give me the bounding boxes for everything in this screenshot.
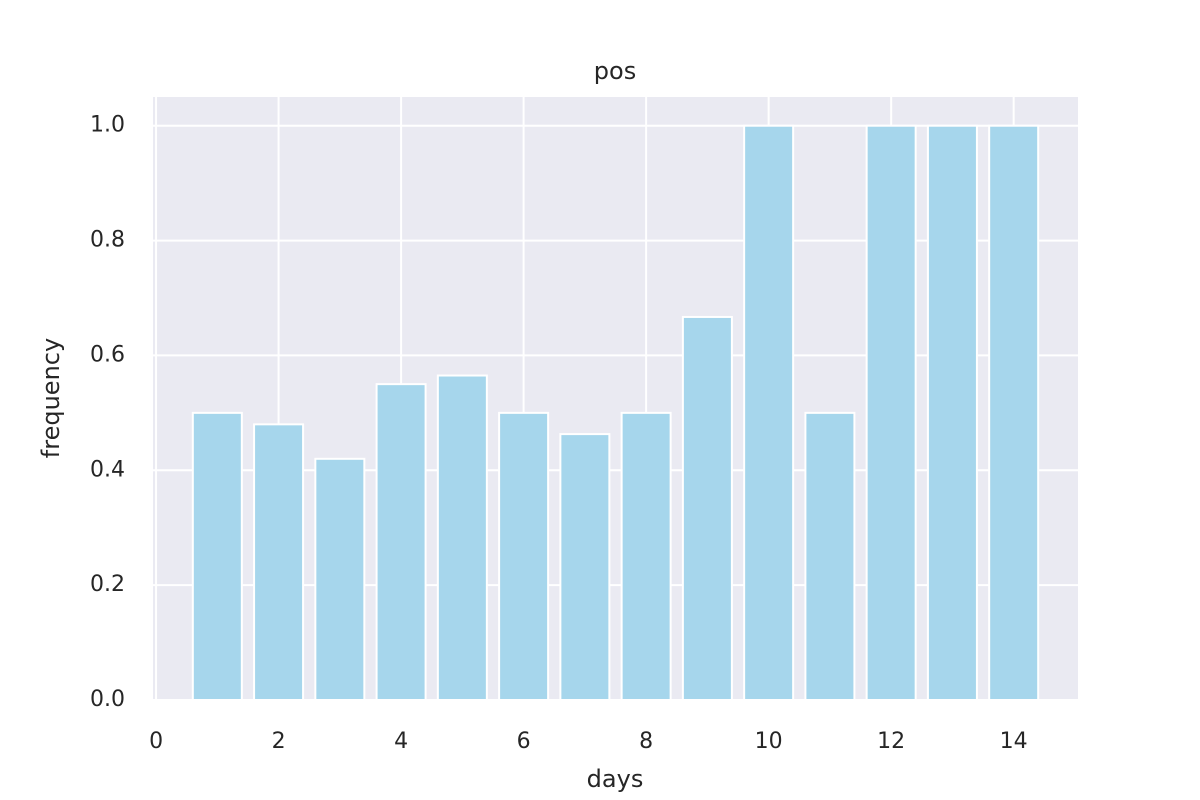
y-tick-label: 0.6: [90, 342, 125, 367]
y-tick-label: 1.0: [90, 113, 125, 138]
x-tick-label: 12: [877, 729, 905, 754]
bar: [375, 383, 427, 701]
bar: [926, 124, 978, 701]
bar: [681, 315, 733, 701]
y-tick-label: 0.4: [90, 457, 125, 482]
x-tick-label: 8: [639, 729, 653, 754]
bar: [865, 124, 917, 701]
bar: [498, 411, 550, 701]
x-axis-label: days: [587, 765, 644, 793]
x-tick-label: 0: [149, 729, 163, 754]
plot-area: [153, 97, 1078, 700]
x-tick-label: 6: [517, 729, 531, 754]
bar: [804, 411, 856, 701]
x-tick-label: 2: [272, 729, 286, 754]
y-tick-label: 0.0: [90, 687, 125, 712]
bar: [620, 411, 672, 701]
x-tick-label: 14: [1000, 729, 1028, 754]
y-axis-label: frequency: [37, 338, 65, 458]
y-tick-label: 0.2: [90, 572, 125, 597]
chart-title: pos: [594, 57, 636, 85]
bar: [314, 457, 366, 701]
bar: [191, 411, 243, 701]
x-tick-label: 10: [755, 729, 783, 754]
bar: [559, 433, 611, 701]
x-tick-label: 4: [394, 729, 408, 754]
bar: [743, 124, 795, 701]
bar: [988, 124, 1040, 701]
bar: [436, 374, 488, 701]
bar: [253, 423, 305, 701]
y-tick-label: 0.8: [90, 228, 125, 253]
